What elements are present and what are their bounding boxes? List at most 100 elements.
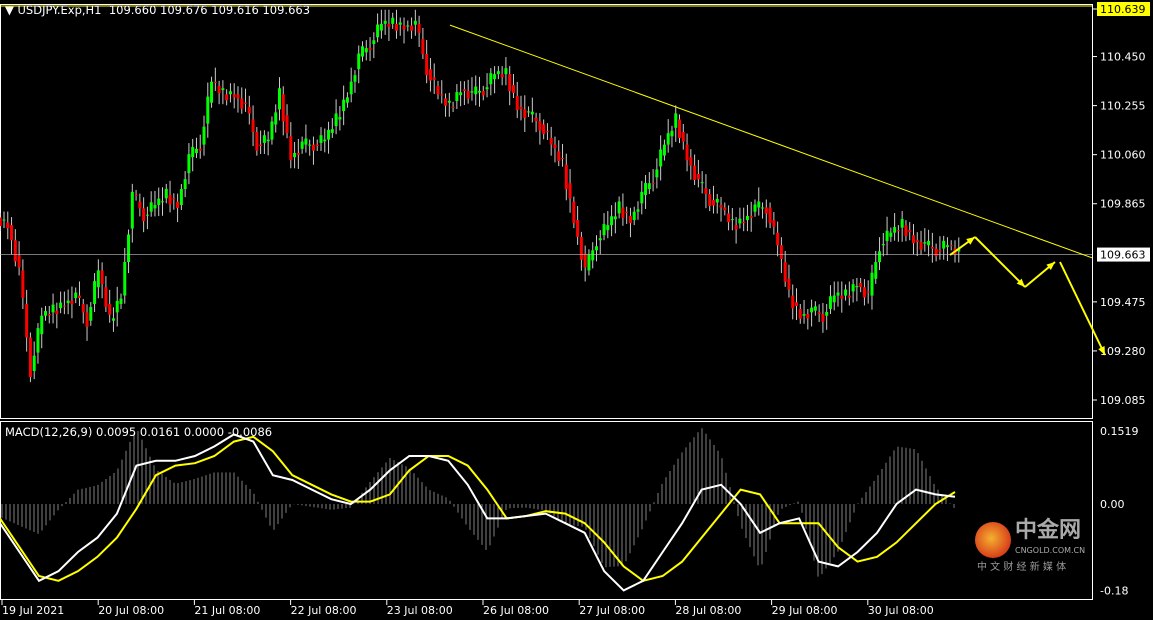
candle-body [493, 74, 497, 80]
candle-body [210, 81, 214, 103]
candle-body [636, 209, 640, 212]
time-tick-label: 19 Jul 2021 [2, 604, 64, 617]
candle-body [383, 20, 387, 24]
candle-body [157, 198, 161, 205]
candle-body [704, 188, 708, 195]
candle-body [844, 289, 848, 296]
candle-body [270, 121, 274, 140]
candle-body [666, 133, 670, 145]
time-tick-label: 20 Jul 08:00 [98, 604, 164, 617]
candle-body [836, 292, 840, 296]
candle-body [357, 53, 361, 70]
candle-body [564, 164, 568, 190]
candle-body [791, 295, 795, 309]
candle-body [96, 270, 100, 288]
candle-body [855, 286, 859, 288]
candle-body [881, 244, 885, 246]
candle-body [515, 95, 519, 110]
candle-body [949, 245, 953, 247]
candle-body [647, 183, 651, 190]
candle-body [942, 240, 946, 249]
candle-body [327, 129, 331, 140]
candle-body [862, 287, 866, 298]
candle-body [304, 138, 308, 145]
candle-body [674, 113, 678, 128]
candle-body [542, 124, 546, 135]
candle-body [421, 38, 425, 55]
chart-frame [0, 4, 1093, 600]
candle-body [908, 230, 912, 233]
candle-body [689, 157, 693, 166]
candle-body [828, 296, 832, 309]
candle-body [221, 88, 225, 91]
forecast-arrowhead-icon [966, 237, 975, 245]
candle-body [176, 201, 180, 209]
candle-body [693, 165, 697, 181]
candle-body [6, 222, 10, 229]
price-axis: 110.639 110.450 110.255 110.060 109.865 109.4… [1092, 2, 1150, 407]
candle-body [847, 295, 851, 298]
candles [0, 9, 961, 383]
logo-brand: 中金网 [1015, 518, 1082, 543]
candle-body [274, 112, 278, 125]
candle-body [885, 230, 889, 242]
candle-body [410, 25, 414, 31]
price-tick-label: 110.255 [1100, 100, 1146, 113]
low-value: 109.616 [211, 3, 259, 17]
time-axis: 19 Jul 2021 20 Jul 08:00 21 Jul 08:00 22 Ju… [1, 600, 934, 617]
time-tick-label: 21 Jul 08:00 [194, 604, 260, 617]
candle-body [394, 23, 398, 31]
candle-body [810, 307, 814, 313]
candle-body [432, 77, 436, 80]
candle-body [859, 282, 863, 288]
candle-body [406, 25, 410, 27]
trendline [449, 24, 1093, 259]
candle-body [353, 75, 357, 82]
overlay-lines [0, 5, 1106, 356]
candle-body [613, 216, 617, 220]
candle-body [10, 225, 14, 241]
candle-body [923, 242, 927, 244]
candle-body [945, 245, 949, 247]
candle-body [874, 262, 878, 279]
price-tick-label: 109.280 [1100, 345, 1146, 358]
candle-body [889, 232, 893, 237]
candle-body [25, 303, 29, 338]
collapse-triangle-icon[interactable]: ▼ [5, 3, 14, 17]
candle-body [372, 40, 376, 44]
open-value: 109.660 [108, 3, 157, 17]
candle-body [911, 235, 915, 244]
candle-body [787, 278, 791, 290]
candle-body [330, 129, 334, 133]
candle-body [768, 207, 772, 224]
candle-body [315, 144, 319, 146]
candle-body [262, 135, 266, 143]
candle-body [576, 220, 580, 237]
time-tick-label: 23 Jul 08:00 [387, 604, 453, 617]
candle-body [134, 194, 138, 196]
candle-body [727, 213, 731, 223]
candle-body [594, 246, 598, 251]
candle-body [617, 201, 621, 214]
macd-label: MACD(12,26,9) 0.0095 0.0161 0.0000 -0.00… [5, 425, 272, 439]
candle-body [36, 328, 40, 353]
macd-tick-label: -0.18 [1100, 584, 1128, 597]
candle-body [51, 304, 55, 313]
candle-body [504, 68, 508, 75]
candle-body [311, 144, 315, 151]
candle-body [402, 25, 406, 30]
candle-body [625, 211, 629, 213]
watermark-logo: 中金网 CNGOLD.COM.CN 中 文 财 经 新 媒 体 [975, 518, 1087, 582]
candle-body [678, 119, 682, 139]
candle-body [798, 308, 802, 319]
candle-body [62, 305, 66, 307]
candle-body [89, 306, 93, 321]
candle-body [900, 219, 904, 228]
candle-body [621, 207, 625, 218]
forecast-arrow-line [974, 236, 1026, 288]
candle-body [142, 208, 146, 222]
candle-body [93, 281, 97, 304]
macd-tick-label: 0.00 [1100, 498, 1125, 511]
candle-body [761, 207, 765, 209]
